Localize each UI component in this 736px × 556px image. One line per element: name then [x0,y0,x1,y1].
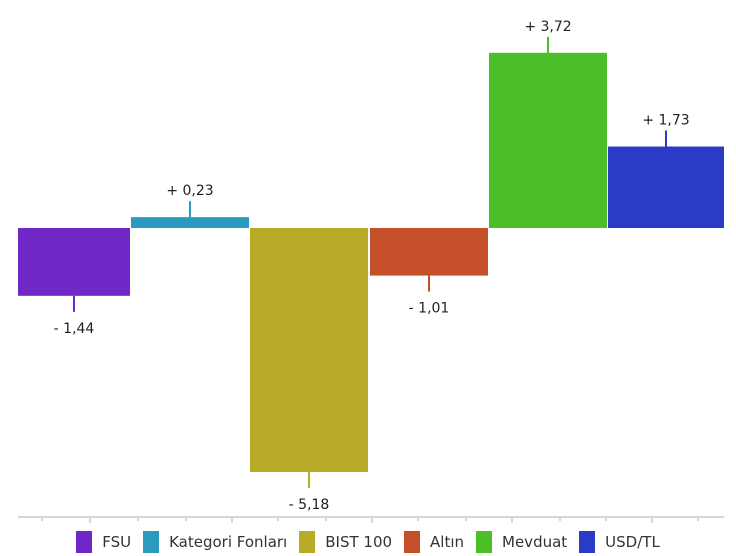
chart-canvas: - 1,44 + 0,23 - 5,18 - 1,01 + 3,72 + 1,73 [18,19,724,523]
legend-label: USD/TL [605,532,660,551]
legend-swatch [404,530,421,553]
legend-label: Kategori Fonları [169,532,288,551]
data-label-4: + 3,72 [524,19,571,35]
legend-swatch [143,530,160,553]
legend-label: BIST 100 [325,532,393,551]
bars-group [18,52,724,472]
legend-swatch [579,530,596,553]
data-label-3: - 1,01 [409,301,450,317]
legend-swatch [476,530,493,553]
bar-2 [250,228,368,472]
legend-item-0: FSU [76,530,132,553]
bar-0 [18,228,130,296]
legend-label: Altın [430,532,465,551]
bar-1 [131,217,249,228]
bar-5 [608,146,724,228]
x-axis-ticks [41,517,699,523]
bar-4 [489,52,607,229]
legend-swatch [76,530,93,553]
data-label-1: + 0,23 [166,183,213,199]
legend-item-1: Kategori Fonları [143,530,288,553]
legend-item-5: USD/TL [579,530,660,553]
legend-item-3: Altın [404,530,465,553]
bar-3 [370,228,488,276]
data-label-5: + 1,73 [642,113,689,129]
legend: FSU Kategori Fonları BIST 100 Altın Mevduat U… [0,527,736,556]
data-labels-group: - 1,44 + 0,23 - 5,18 - 1,01 + 3,72 + 1,73 [54,19,690,513]
legend-item-4: Mevduat [476,530,568,553]
data-label-2: - 5,18 [289,497,330,513]
legend-label: FSU [102,532,132,551]
legend-swatch [299,530,316,553]
legend-item-2: BIST 100 [299,530,393,553]
data-label-0: - 1,44 [54,321,95,337]
legend-label: Mevduat [502,532,568,551]
